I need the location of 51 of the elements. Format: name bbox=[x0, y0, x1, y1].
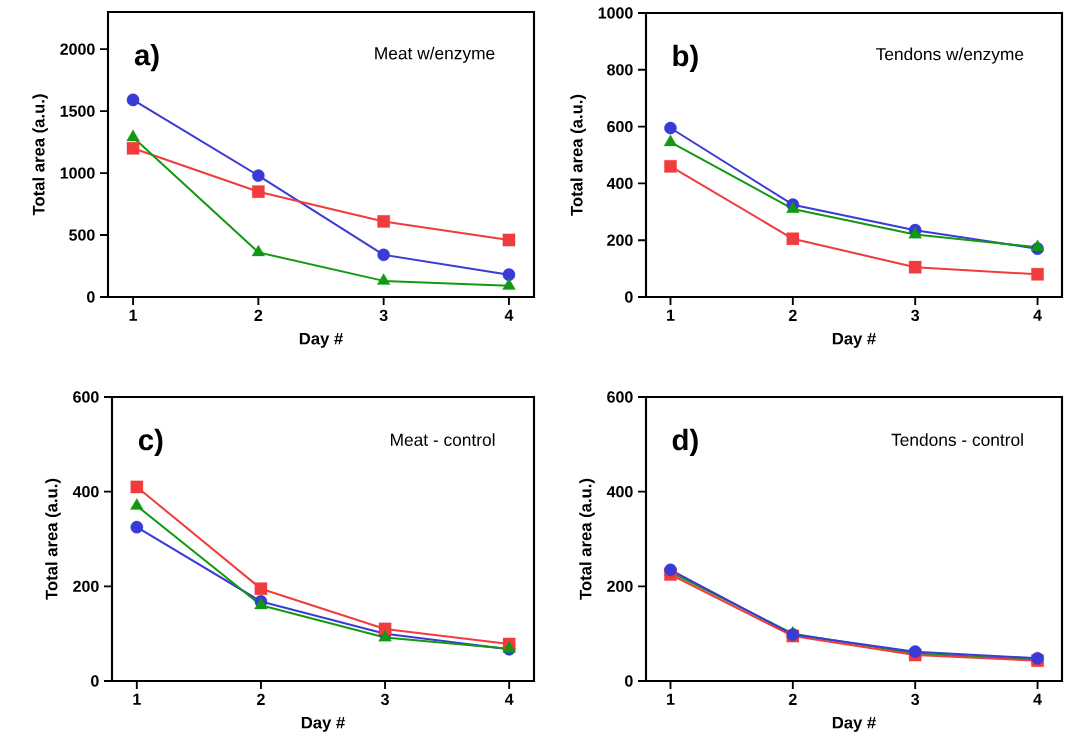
y-tick-label: 0 bbox=[87, 291, 95, 303]
y-tick-label: 400 bbox=[606, 177, 633, 190]
y-tick-label: 0 bbox=[91, 675, 99, 687]
annotation: c) bbox=[138, 428, 163, 457]
y-axis-title: Total area (a.u.) bbox=[570, 94, 586, 216]
x-tick-label: 3 bbox=[911, 693, 920, 706]
x-axis-title: Day # bbox=[832, 332, 876, 348]
y-tick-label: 600 bbox=[607, 391, 633, 403]
y-tick-label: 200 bbox=[73, 580, 99, 592]
x-tick-label: 1 bbox=[667, 309, 675, 321]
x-axis-title: Day # bbox=[299, 332, 343, 348]
x-tick-label: 2 bbox=[788, 693, 797, 705]
x-tick-label: 4 bbox=[1033, 309, 1042, 321]
annotation: a) bbox=[134, 43, 159, 72]
x-tick-label: 2 bbox=[788, 309, 797, 321]
x-tick-label: 3 bbox=[911, 309, 920, 322]
x-tick-label: 2 bbox=[257, 693, 265, 705]
y-tick-label: 600 bbox=[73, 391, 99, 403]
text: Meat w/enzyme bbox=[375, 46, 495, 63]
x-axis-title: Day # bbox=[832, 716, 876, 732]
y-tick-label: 1500 bbox=[60, 105, 95, 117]
y-tick-label: 0 bbox=[625, 675, 633, 687]
x-tick-label: 3 bbox=[379, 309, 388, 322]
y-tick-label: 2000 bbox=[60, 43, 95, 55]
x-tick-label: 4 bbox=[504, 309, 514, 321]
x-tick-label: 1 bbox=[133, 693, 141, 705]
y-tick-label: 1000 bbox=[598, 7, 633, 19]
x-tick-label: 1 bbox=[667, 693, 675, 705]
y-tick-label: 400 bbox=[72, 486, 99, 498]
y-tick-label: 0 bbox=[625, 291, 633, 303]
y-axis-title: Total area (a.u.) bbox=[32, 94, 48, 216]
annotation: d) bbox=[672, 428, 698, 457]
y-tick-label: 400 bbox=[606, 486, 633, 498]
y-tick-label: 200 bbox=[607, 580, 633, 592]
y-tick-label: 500 bbox=[69, 229, 95, 241]
x-tick-label: 1 bbox=[129, 309, 138, 321]
text: Tendons - control bbox=[891, 433, 1023, 446]
y-tick-label: 800 bbox=[607, 64, 633, 76]
x-tick-label: 2 bbox=[254, 309, 263, 321]
y-axis-title: Total area (a.u.) bbox=[579, 478, 595, 600]
x-axis-title: Day # bbox=[301, 716, 345, 732]
y-axis-title: Total area (a.u.) bbox=[45, 478, 61, 600]
annotation: b) bbox=[673, 44, 698, 73]
x-tick-label: 4 bbox=[1033, 693, 1042, 705]
x-tick-label: 3 bbox=[380, 693, 389, 706]
y-tick-label: 1000 bbox=[60, 167, 95, 179]
x-tick-label: 4 bbox=[504, 693, 514, 705]
text: Tendons w/enzyme bbox=[876, 47, 1024, 64]
y-tick-label: 600 bbox=[607, 120, 633, 133]
y-tick-label: 200 bbox=[607, 234, 633, 246]
text: Meat - control bbox=[390, 433, 495, 446]
